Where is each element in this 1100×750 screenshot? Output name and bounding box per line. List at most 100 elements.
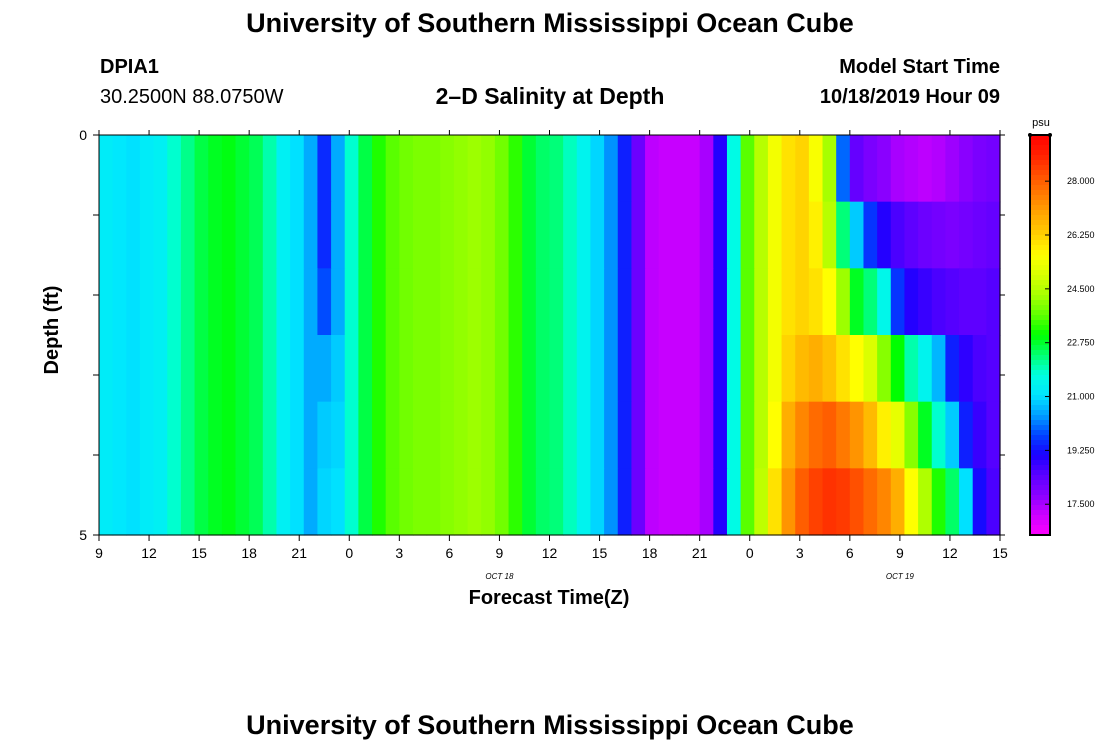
heatmap-cell [590, 135, 605, 203]
heatmap-cell [877, 201, 892, 269]
heatmap-cell [781, 468, 796, 536]
colorbar-segment [1030, 285, 1050, 291]
heatmap-cell [877, 335, 892, 403]
heatmap-cell [221, 135, 237, 203]
heatmap-cell [112, 468, 127, 536]
heatmap-cell [331, 468, 346, 536]
colorbar-segment [1030, 490, 1050, 496]
heatmap-cell [726, 335, 742, 403]
heatmap-cell [617, 335, 633, 403]
heatmap-cell [249, 268, 264, 336]
heatmap-cell [344, 335, 359, 403]
heatmap-cell [535, 468, 551, 536]
heatmap-cell [194, 268, 209, 336]
heatmap-cell [713, 335, 728, 403]
heatmap-cell [795, 401, 810, 469]
heatmap-cell [372, 135, 387, 203]
colorbar-segment [1030, 255, 1050, 261]
heatmap-cell [317, 201, 332, 269]
heatmap-cell [686, 335, 701, 403]
model-start-label: Model Start Time [839, 56, 1000, 78]
heatmap-cell [372, 401, 387, 469]
colorbar-segment [1030, 380, 1050, 386]
heatmap-cell [918, 135, 933, 203]
heatmap-cell [631, 468, 646, 536]
heatmap-cell [754, 201, 769, 269]
heatmap-cell [153, 201, 168, 269]
heatmap-cell [726, 135, 742, 203]
x-tick-label: 12 [542, 545, 558, 561]
heatmap-cell [331, 268, 346, 336]
heatmap-cell [208, 468, 223, 536]
colorbar-segment [1030, 245, 1050, 251]
heatmap-cell [467, 335, 482, 403]
heatmap-cell [508, 401, 523, 469]
colorbar-segment [1030, 485, 1050, 491]
heatmap-cell [208, 268, 223, 336]
heatmap-cell [303, 335, 319, 403]
heatmap-cell [767, 335, 783, 403]
heatmap-cell [440, 201, 455, 269]
heatmap-cell [522, 135, 537, 203]
colorbar-segment [1030, 365, 1050, 371]
heatmap-cell [385, 401, 400, 469]
heatmap-cell [672, 268, 687, 336]
heatmap-cell [139, 468, 155, 536]
colorbar-segment [1030, 150, 1050, 156]
colorbar-segment [1030, 215, 1050, 221]
heatmap-cell [795, 468, 810, 536]
heatmap-cell [221, 201, 237, 269]
heatmap-cell [563, 335, 578, 403]
heatmap-cell [972, 335, 987, 403]
heatmap-cell [849, 335, 865, 403]
heatmap-cell [754, 268, 769, 336]
colorbar-tick-label: 21.000 [1067, 392, 1095, 402]
heatmap-cell [672, 401, 687, 469]
heatmap-cell [726, 268, 742, 336]
heatmap-cell [399, 201, 414, 269]
heatmap-cell [631, 201, 646, 269]
heatmap-cell [99, 335, 114, 403]
heatmap-cell [672, 201, 687, 269]
heatmap-cell [986, 335, 1001, 403]
heatmap-cell [767, 268, 783, 336]
heatmap-cell [781, 201, 796, 269]
heatmap-cell [139, 335, 155, 403]
x-tick-label: 18 [241, 545, 257, 561]
heatmap-cell [99, 135, 114, 203]
colorbar-segment [1030, 370, 1050, 376]
heatmap-cell [604, 468, 619, 536]
footer-title: University of Southern Mississippi Ocean… [246, 710, 854, 740]
heatmap-cell [945, 401, 960, 469]
heatmap-cell [713, 201, 728, 269]
heatmap-cell [412, 401, 428, 469]
heatmap-cell [303, 468, 319, 536]
heatmap-cell [590, 268, 605, 336]
heatmap-cell [126, 135, 141, 203]
heatmap-cell [194, 201, 209, 269]
heatmap-cell [372, 468, 387, 536]
heatmap-cell [344, 268, 359, 336]
heatmap-cell [290, 135, 305, 203]
x-tick-label: 3 [395, 545, 403, 561]
heatmap-cell [986, 401, 1001, 469]
heatmap-cell [249, 335, 264, 403]
heatmap-cell [249, 201, 264, 269]
heatmap-cell [126, 468, 141, 536]
heatmap-cell [276, 401, 291, 469]
heatmap-cell [836, 468, 851, 536]
colorbar-segment [1030, 400, 1050, 406]
heatmap-cell [849, 268, 865, 336]
heatmap-cell [317, 468, 332, 536]
heatmap-cell [686, 401, 701, 469]
heatmap-cell [358, 401, 373, 469]
heatmap-cell [440, 335, 455, 403]
x-tick-label: 9 [496, 545, 504, 561]
heatmap-cell [836, 201, 851, 269]
heatmap-cell [931, 335, 946, 403]
heatmap-cell [440, 268, 455, 336]
heatmap-cell [972, 268, 987, 336]
heatmap-cell [112, 201, 127, 269]
heatmap-cell [303, 201, 319, 269]
heatmap-cell [372, 268, 387, 336]
